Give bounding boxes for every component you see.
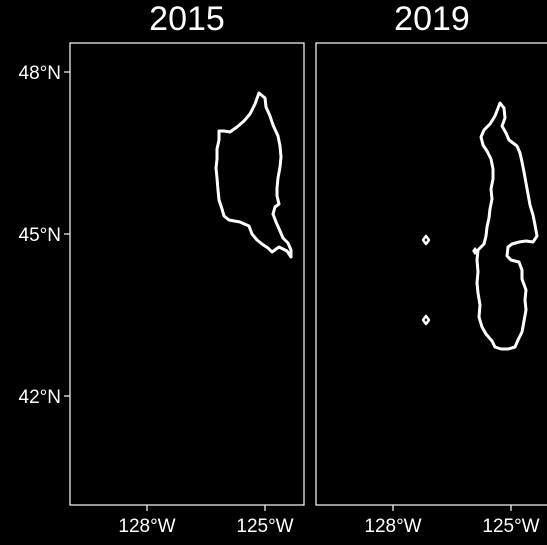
contour-outline-small-north [421,234,431,246]
x-tick-label: 125°W [236,516,293,537]
x-tick-label: 125°W [482,516,539,537]
x-tick-label: 128°W [364,516,421,537]
panel-title-2015: 2015 [149,0,225,38]
panel-2015 [69,42,305,506]
panel-frame [69,42,305,506]
y-tick-label: 42°N [19,387,61,408]
panel-frame [315,42,547,506]
x-axis: 128°W 125°W 128°W 125°W [118,505,540,537]
panel-title-2019: 2019 [394,0,470,38]
y-axis: 48°N 45°N 42°N [19,63,70,408]
y-tick-label: 48°N [19,63,61,84]
y-tick-label: 45°N [19,225,61,246]
x-tick-label: 128°W [118,516,175,537]
contour-outline-main [475,101,539,351]
contour-outline-small-south [421,314,431,326]
contour-outline-dot [472,247,478,255]
contour-outline [214,91,293,259]
panel-2019 [315,42,547,506]
